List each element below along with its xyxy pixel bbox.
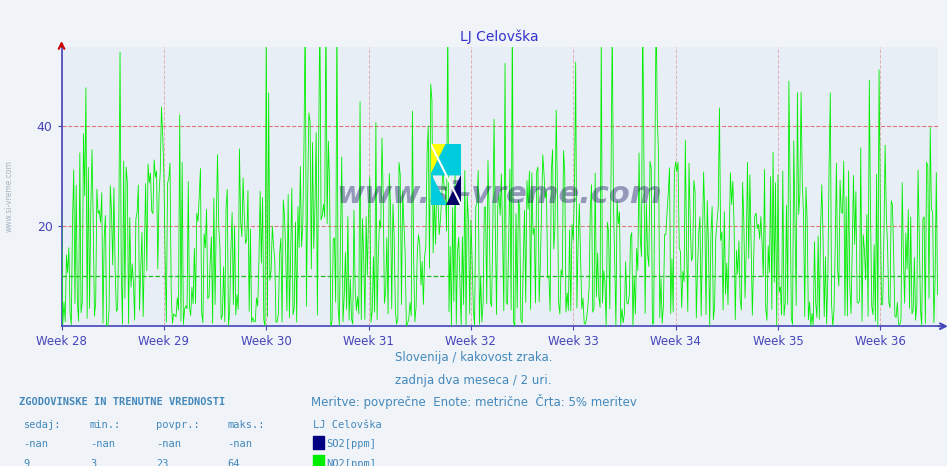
Text: 23: 23 xyxy=(156,459,169,466)
Polygon shape xyxy=(431,175,446,205)
Text: min.:: min.: xyxy=(90,420,121,430)
Text: 9: 9 xyxy=(24,459,30,466)
Text: -nan: -nan xyxy=(90,439,115,449)
Polygon shape xyxy=(446,175,461,205)
Text: LJ Celovška: LJ Celovška xyxy=(313,420,382,430)
Polygon shape xyxy=(431,144,446,175)
Text: ZGODOVINSKE IN TRENUTNE VREDNOSTI: ZGODOVINSKE IN TRENUTNE VREDNOSTI xyxy=(19,397,225,407)
Text: 3: 3 xyxy=(90,459,97,466)
Title: LJ Celovška: LJ Celovška xyxy=(460,29,539,44)
Text: -nan: -nan xyxy=(227,439,252,449)
Polygon shape xyxy=(431,144,461,175)
Text: sedaj:: sedaj: xyxy=(24,420,62,430)
Text: 64: 64 xyxy=(227,459,240,466)
Text: www.si-vreme.com: www.si-vreme.com xyxy=(337,180,662,209)
Text: maks.:: maks.: xyxy=(227,420,265,430)
Text: Slovenija / kakovost zraka.: Slovenija / kakovost zraka. xyxy=(395,351,552,364)
Text: NO2[ppm]: NO2[ppm] xyxy=(327,459,377,466)
Text: povpr.:: povpr.: xyxy=(156,420,200,430)
Text: SO2[ppm]: SO2[ppm] xyxy=(327,439,377,449)
Text: www.si-vreme.com: www.si-vreme.com xyxy=(5,160,14,232)
Text: zadnja dva meseca / 2 uri.: zadnja dva meseca / 2 uri. xyxy=(395,374,552,386)
Text: -nan: -nan xyxy=(156,439,181,449)
Text: -nan: -nan xyxy=(24,439,48,449)
Text: Meritve: povprečne  Enote: metrične  Črta: 5% meritev: Meritve: povprečne Enote: metrične Črta:… xyxy=(311,394,636,409)
